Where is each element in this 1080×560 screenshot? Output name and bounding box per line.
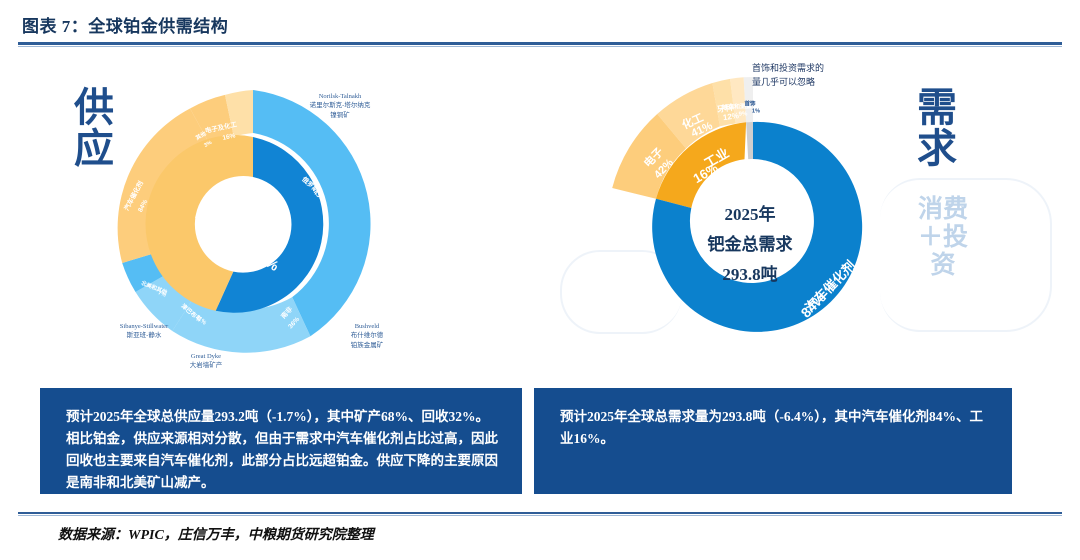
svg-text:16%: 16% xyxy=(222,132,236,142)
demand-inner-slice-industry[interactable] xyxy=(656,122,747,208)
demand-side-label: 需求 xyxy=(917,85,957,171)
demand-center-line1: 2025年 xyxy=(724,205,776,224)
demand-outer-slice-electronics[interactable] xyxy=(612,114,686,199)
demand-inner-slice-auto-catalyst[interactable] xyxy=(652,121,863,332)
callout-norilsk: Norilsk-Talnakh 诺里尔斯克-塔尔纳克 镍铜矿 xyxy=(309,93,371,119)
decorative-shape-left xyxy=(560,250,682,334)
callout-bushveld: Bushveld 布什维尔德 铂族金属矿 xyxy=(350,323,384,349)
supply-side-label: 供应 xyxy=(74,85,114,171)
supply-inner-slice-recycling[interactable] xyxy=(145,135,253,311)
data-source-label: 数据来源：WPIC，庄信万丰，中粮期货研究院整理 xyxy=(58,528,374,543)
header-divider xyxy=(18,42,1062,45)
demand-side-sublabel: 消费＋投资 xyxy=(917,196,968,279)
supply-outer-slice-electronics-chemicals[interactable] xyxy=(190,94,234,147)
supply-outer-slice-southafrica[interactable] xyxy=(172,294,311,353)
demand-outer-slice-jewellery-label: 首饰 1% xyxy=(744,99,760,114)
demand-summary-textbox: 预计2025年全球总需求量为293.8吨（-6.4%），其中汽车催化剂84%、工… xyxy=(534,388,1012,494)
demand-inner-slice-jewellery[interactable] xyxy=(746,121,753,160)
callout-demand-note: 首饰和投资需求的量几乎可以忽略 xyxy=(752,63,825,87)
svg-text:9%: 9% xyxy=(739,111,749,117)
footer-divider xyxy=(18,512,1062,514)
supply-donut-chart: 矿产 68% 回收 32% 俄罗斯 43% 南非 36% 津巴布韦 11% 北美… xyxy=(117,90,371,353)
header-divider-thin xyxy=(18,46,1062,47)
svg-text:牙科: 牙科 xyxy=(716,102,733,114)
demand-donut-chart: 汽车催化剂 84% 工业 16% 电子 42% 化工 41% 牙科 12% 玻璃… xyxy=(612,77,863,332)
demand-outer-slice-chemicals[interactable] xyxy=(657,83,720,149)
supply-summary-textbox: 预计2025年全球总供应量293.2吨（-1.7%），其中矿产68%、回收32%… xyxy=(40,388,522,494)
svg-text:1%: 1% xyxy=(752,108,760,114)
demand-center-text: 2025年 钯金总需求 293.8吨 xyxy=(662,200,838,289)
footer-divider-thin xyxy=(18,515,1062,516)
svg-text:32%: 32% xyxy=(205,212,217,228)
callout-great-dyke: Great Dyke 大岩墙矿产 xyxy=(189,353,223,370)
page-title: 图表 7：全球铂金供需结构 xyxy=(22,17,229,36)
demand-center-line2: 钯金总需求 xyxy=(707,234,793,254)
demand-outer-slice-glass-measure-label: 玻璃和测量 9% xyxy=(722,102,752,118)
svg-text:3%: 3% xyxy=(203,140,213,149)
svg-text:玻璃和测量: 玻璃和测量 xyxy=(722,102,752,112)
header: 图表 7：全球铂金供需结构 xyxy=(18,12,1062,47)
svg-text:首饰: 首饰 xyxy=(744,99,756,107)
demand-center-line3: 293.8吨 xyxy=(722,264,778,284)
demand-outer-slice-glass-measure[interactable] xyxy=(730,77,747,124)
callout-sibanye-stillwater: Sibanye-Stillwater 斯亚班-静水 xyxy=(119,323,169,340)
supply-outer-slice-russia[interactable] xyxy=(253,90,371,337)
demand-outer-slice-dental[interactable] xyxy=(712,78,736,127)
supply-inner-slice-mining[interactable] xyxy=(215,137,324,313)
decorative-shape-right xyxy=(880,178,1052,332)
svg-text:12%: 12% xyxy=(722,111,739,122)
demand-outer-slice-jewellery[interactable] xyxy=(743,77,753,123)
supply-outer-slice-other[interactable] xyxy=(225,90,253,137)
demand-outer-slice-dental-label: 牙科 12% xyxy=(716,102,739,122)
svg-text:7%: 7% xyxy=(157,290,167,299)
